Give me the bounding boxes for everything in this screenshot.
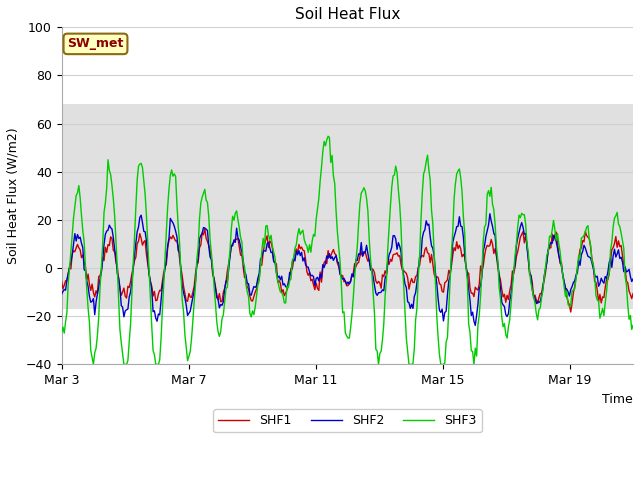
SHF3: [392, 163, 399, 169]
SHF2: [513, 242, 520, 248]
SHF1: [499, 294, 507, 300]
SHF3: [629, 323, 637, 328]
SHF1: [456, 242, 463, 248]
SHF1: [102, 244, 109, 250]
SHF1: [58, 278, 65, 284]
SHF3: [500, 321, 508, 326]
SHF1: [629, 290, 637, 296]
SHF1: [584, 234, 592, 240]
SHF2: [629, 276, 637, 282]
Line: SHF2: SHF2: [61, 214, 633, 325]
Line: SHF3: SHF3: [61, 136, 633, 364]
Bar: [61, 104, 633, 309]
SHF2: [454, 223, 462, 229]
SHF2: [584, 253, 592, 259]
SHF3: [457, 175, 465, 180]
SHF2: [486, 211, 493, 216]
Y-axis label: Soil Heat Flux (W/m2): Soil Heat Flux (W/m2): [7, 128, 20, 264]
Text: SW_met: SW_met: [67, 37, 124, 50]
X-axis label: Time: Time: [602, 393, 633, 406]
SHF2: [58, 291, 65, 297]
SHF3: [58, 329, 65, 335]
SHF3: [103, 185, 111, 191]
SHF3: [324, 133, 332, 139]
SHF3: [90, 361, 97, 367]
SHF2: [500, 304, 508, 310]
Title: Soil Heat Flux: Soil Heat Flux: [294, 7, 400, 22]
SHF1: [390, 252, 398, 257]
SHF2: [472, 323, 479, 328]
SHF2: [102, 231, 109, 237]
SHF1: [201, 226, 209, 231]
Line: SHF1: SHF1: [61, 228, 633, 312]
SHF1: [567, 309, 575, 315]
SHF3: [584, 223, 592, 228]
Legend: SHF1, SHF2, SHF3: SHF1, SHF2, SHF3: [213, 409, 481, 432]
SHF2: [389, 233, 397, 239]
SHF1: [511, 264, 519, 270]
SHF3: [513, 241, 520, 247]
